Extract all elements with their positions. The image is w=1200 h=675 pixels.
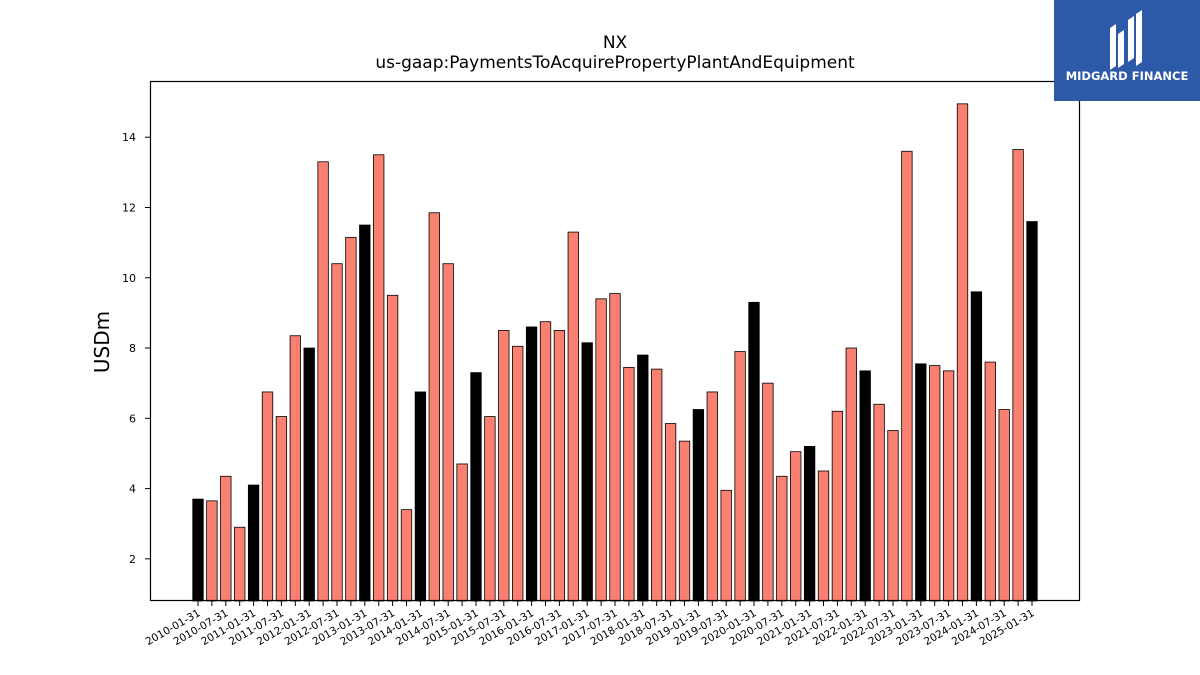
bar-2019-07-31 [720, 489, 732, 602]
bar-2020-04-30 [762, 382, 774, 602]
bars-group [192, 103, 1038, 602]
bar-2012-01-31 [303, 347, 315, 602]
logo-mark-icon [1110, 10, 1142, 70]
bar-2016-01-31 [525, 326, 538, 602]
bar-2015-01-31 [470, 372, 482, 602]
bar-2011-04-30 [261, 391, 274, 602]
bar-2024-10-31 [1012, 149, 1024, 602]
y-tick-label: 6 [129, 412, 136, 425]
bar-2015-10-31 [512, 345, 524, 602]
bar-2017-01-31 [581, 342, 593, 602]
chart-title: NX [603, 33, 628, 53]
bar-2018-07-31 [664, 423, 677, 602]
bar-2021-10-31 [845, 347, 857, 602]
bar-2020-01-31 [748, 301, 760, 602]
bar-2021-01-31 [803, 446, 816, 602]
bar-2021-04-30 [817, 470, 830, 602]
bar-2018-01-31 [637, 354, 649, 602]
bar-2014-04-30 [428, 212, 440, 602]
bar-2023-04-30 [929, 365, 941, 602]
bar-2017-04-30 [595, 298, 607, 602]
bar-2010-07-31 [220, 475, 232, 602]
bar-2016-07-31 [553, 330, 566, 602]
bar-2014-07-31 [442, 263, 454, 602]
chart-subtitle: us-gaap:PaymentsToAcquirePropertyPlantAn… [375, 53, 855, 73]
bar-2020-10-31 [790, 451, 802, 602]
y-tick-label: 14 [122, 131, 136, 144]
bar-2022-07-31 [887, 430, 899, 602]
bar-2025-01-31 [1026, 221, 1038, 602]
y-tick-label: 12 [122, 201, 136, 214]
bar-2010-01-31 [192, 498, 204, 602]
bar-2024-07-31 [998, 409, 1010, 602]
bar-2010-10-31 [234, 526, 246, 602]
y-tick-label: 4 [129, 483, 136, 496]
bar-2018-10-31 [678, 440, 691, 602]
bar-2013-04-30 [373, 154, 385, 602]
bar-2013-01-31 [359, 224, 371, 602]
bar-2013-07-31 [386, 294, 399, 602]
bar-2022-01-31 [859, 370, 871, 602]
plot-frame [149, 80, 1081, 602]
bar-2019-01-31 [692, 409, 705, 602]
bar-2019-10-31 [734, 351, 746, 602]
bar-2016-04-30 [539, 321, 552, 602]
logo-text: MIDGARD FINANCE [1066, 69, 1189, 83]
bar-2019-04-30 [706, 391, 718, 602]
bar-2020-07-31 [776, 475, 788, 602]
bar-2023-10-31 [956, 103, 969, 602]
bar-2015-04-30 [484, 416, 496, 602]
bar-2011-07-31 [275, 416, 288, 602]
y-axis-label: USDm [90, 311, 114, 373]
bar-2016-10-31 [567, 231, 579, 602]
bar-2014-10-31 [456, 463, 468, 602]
bar-2011-10-31 [289, 335, 301, 602]
y-tick-label: 8 [129, 342, 136, 355]
logo-background [1054, 0, 1200, 101]
bar-2012-04-30 [317, 161, 329, 602]
bar-2022-04-30 [873, 403, 885, 602]
bar-2017-07-31 [609, 293, 621, 602]
bar-2011-01-31 [247, 484, 260, 602]
y-tick-label: 10 [122, 272, 136, 285]
bar-2018-04-30 [651, 368, 663, 602]
bar-2012-07-31 [331, 263, 343, 602]
bar-2021-07-31 [831, 410, 844, 602]
y-axis-ticks: 2 4 6 8 10 12 14 [122, 131, 150, 566]
midgard-finance-logo: MIDGARD FINANCE [1054, 0, 1200, 101]
bar-2023-07-31 [942, 370, 955, 602]
bar-2022-10-31 [901, 150, 913, 602]
bar-2010-04-30 [206, 500, 218, 602]
y-tick-label: 2 [129, 553, 136, 566]
bar-2012-10-31 [345, 236, 357, 602]
bar-2013-10-31 [400, 509, 413, 602]
bar-2023-01-31 [915, 363, 927, 602]
bar-2015-07-31 [498, 330, 510, 602]
bar-2024-04-30 [984, 361, 996, 602]
bar-2017-10-31 [623, 366, 635, 602]
bar-2014-01-31 [414, 391, 427, 602]
bar-2024-01-31 [970, 291, 983, 602]
x-axis-ticks: 2010-01-312010-07-312011-01-312011-07-31… [144, 601, 1037, 648]
